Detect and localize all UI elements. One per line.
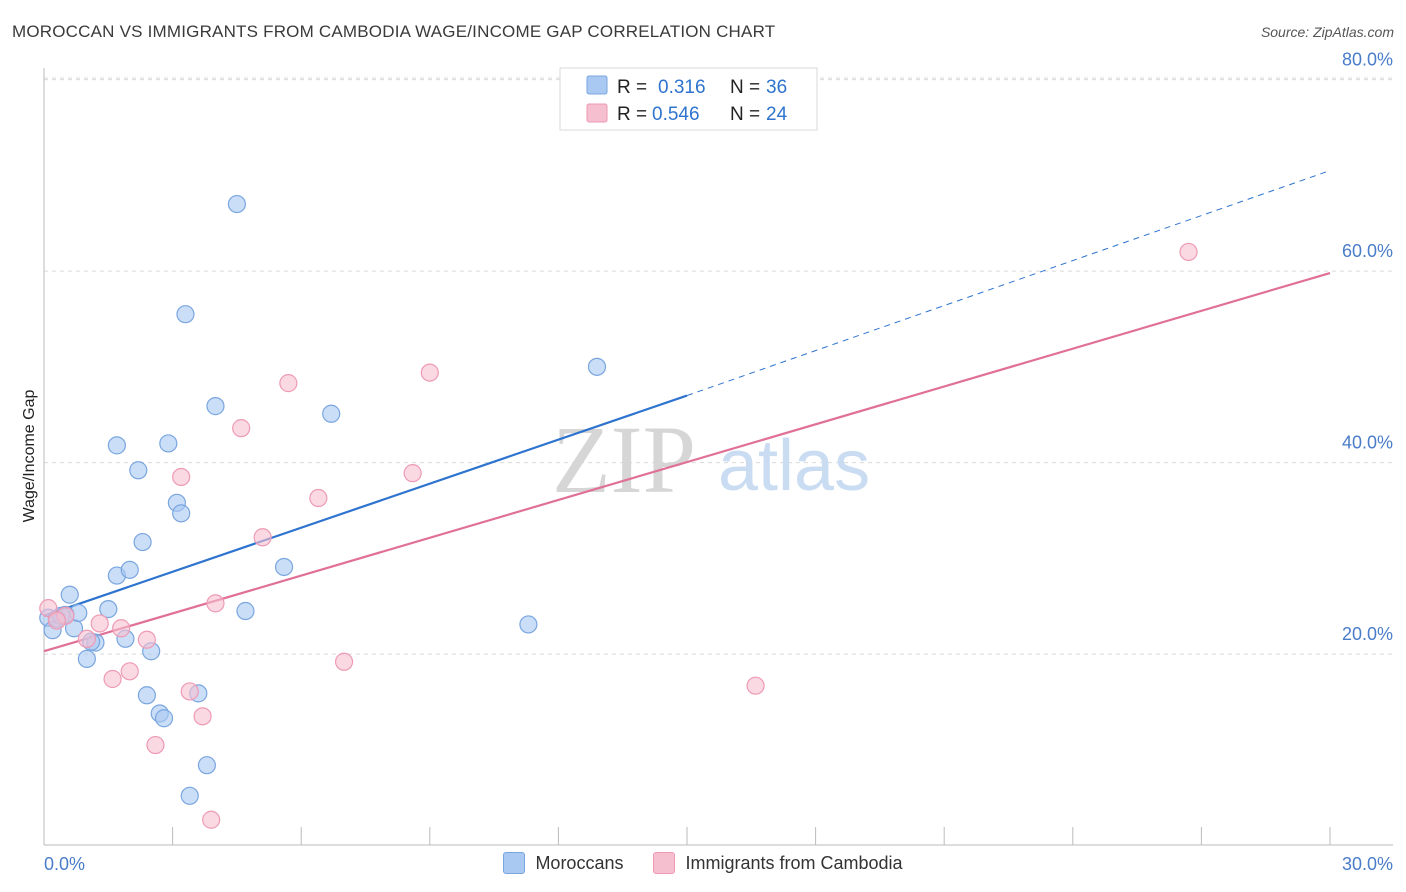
chart-title: MOROCCAN VS IMMIGRANTS FROM CAMBODIA WAG… [12, 22, 776, 41]
data-point [193, 707, 212, 726]
watermark-zip: ZIP [552, 406, 696, 513]
trend-line-extension [686, 170, 1331, 397]
y-tick-label: 60.0% [1342, 241, 1393, 261]
trend-line [43, 394, 688, 617]
data-point [99, 599, 118, 619]
data-point [746, 676, 765, 695]
data-point [103, 669, 122, 689]
legend-n-label: N = [730, 77, 760, 98]
y-axis-title: Wage/Income Gap [21, 390, 38, 523]
data-point [180, 786, 199, 805]
legend-swatch-moroccans [503, 852, 526, 874]
trend-line [43, 271, 1331, 653]
data-point [309, 488, 328, 508]
data-point [279, 374, 298, 393]
data-point [172, 467, 191, 487]
legend-r-label: R = [617, 77, 647, 98]
data-point [1179, 242, 1198, 262]
legend-n-value: 24 [766, 104, 788, 125]
data-point [137, 686, 156, 705]
legend-swatch-blue [586, 75, 608, 95]
data-point [129, 461, 148, 480]
stats-legend: R = 0.316 N = 36 R = 0.546 N = 24 [559, 67, 818, 131]
data-point [420, 363, 439, 382]
data-point [90, 614, 109, 633]
data-point [202, 810, 221, 829]
data-point [77, 649, 96, 668]
data-point [137, 630, 156, 649]
legend-label-moroccans: Moroccans [535, 852, 624, 873]
data-point [403, 464, 422, 483]
axes: 20.0% 40.0% 60.0% 80.0% [43, 50, 1393, 846]
data-point [587, 357, 607, 376]
data-point [39, 599, 58, 618]
data-point [232, 419, 251, 438]
data-point [107, 436, 126, 455]
data-point [180, 682, 199, 701]
data-point [120, 662, 139, 681]
data-point [112, 619, 131, 638]
legend-r-value: 0.316 [658, 77, 706, 98]
legend-item-moroccans: Moroccans [503, 852, 623, 874]
legend-n-value: 36 [766, 77, 787, 98]
data-point [206, 397, 225, 416]
x-tick-label: 0.0% [44, 854, 85, 874]
series-legend: Moroccans Immigrants from Cambodia [0, 852, 1406, 874]
data-point [176, 305, 195, 324]
data-point [159, 434, 178, 453]
data-point [120, 560, 139, 579]
legend-item-cambodia: Immigrants from Cambodia [653, 852, 903, 874]
data-point [334, 652, 354, 671]
legend-label-cambodia: Immigrants from Cambodia [685, 852, 903, 873]
data-point [519, 615, 538, 634]
y-tick-label: 80.0% [1342, 50, 1393, 70]
data-point [274, 557, 294, 577]
data-points [39, 194, 1198, 829]
x-tick-label: 30.0% [1342, 854, 1393, 874]
data-point [77, 629, 96, 648]
data-point [154, 709, 174, 728]
data-point [227, 194, 246, 214]
data-point [322, 404, 341, 423]
y-tick-label: 40.0% [1342, 433, 1393, 453]
data-point [60, 585, 79, 604]
legend-swatch-cambodia [653, 852, 676, 874]
trend-lines [43, 170, 1331, 653]
gridlines [44, 77, 1393, 655]
legend-r-value: 0.546 [652, 104, 700, 125]
watermark: ZIP atlas [552, 406, 870, 513]
data-point [146, 735, 165, 755]
data-point [206, 594, 225, 613]
legend-n-label: N = [730, 104, 760, 125]
data-point [197, 756, 216, 775]
data-point [172, 504, 191, 523]
y-tick-label: 20.0% [1342, 624, 1393, 644]
data-point [236, 601, 255, 621]
data-point [47, 611, 66, 630]
data-point [133, 532, 152, 552]
watermark-atlas: atlas [718, 426, 870, 506]
data-point [253, 528, 272, 547]
legend-swatch-pink [586, 103, 608, 123]
source-label: Source: ZipAtlas.com [1260, 24, 1394, 40]
legend-r-label: R = [617, 104, 647, 125]
